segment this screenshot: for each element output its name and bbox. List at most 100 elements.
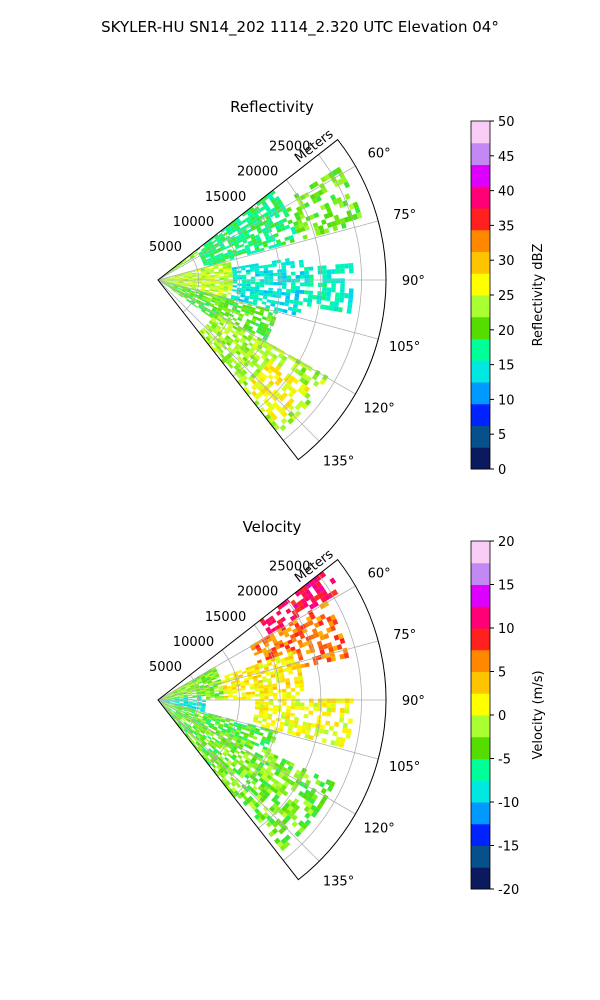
velocity-data-bin: [201, 700, 207, 703]
velocity-data-bin: [236, 669, 242, 674]
velocity-data-bin: [287, 811, 295, 818]
velocity-data-bin: [196, 676, 201, 680]
reflectivity-data-bin: [240, 292, 246, 296]
reflectivity-data-bin: [179, 282, 184, 284]
velocity-data-bin: [183, 704, 188, 707]
velocity-data-bin: [190, 686, 196, 690]
reflectivity-data-bin: [290, 226, 296, 232]
reflectivity-data-bin: [235, 309, 241, 314]
reflectivity-data-bin: [219, 255, 225, 260]
velocity-data-bin: [196, 691, 201, 694]
reflectivity-data-bin: [245, 307, 251, 312]
velocity-data-bin: [246, 784, 253, 791]
reflectivity-data-bin: [201, 278, 207, 280]
reflectivity-data-bin: [221, 340, 226, 346]
reflectivity-data-bin: [257, 391, 264, 398]
velocity-data-bin: [200, 720, 206, 724]
velocity-data-bin: [187, 717, 192, 722]
velocity-data-bin: [262, 771, 269, 778]
velocity-data-bin: [173, 690, 178, 694]
reflectivity-data-bin: [241, 369, 248, 375]
velocity-data-bin: [303, 595, 311, 602]
velocity-data-bin: [246, 764, 252, 770]
reflectivity-data-bin: [291, 282, 296, 287]
reflectivity-data-bin: [227, 265, 232, 269]
velocity-data-bin: [217, 726, 223, 730]
reflectivity-data-bin: [202, 297, 207, 301]
velocity-data-bin: [177, 706, 183, 709]
reflectivity-data-bin: [165, 278, 171, 280]
reflectivity-data-bin: [257, 365, 264, 372]
reflectivity-data-bin: [267, 209, 273, 215]
velocity-data-bin: [184, 712, 190, 716]
reflectivity-data-bin: [259, 198, 266, 204]
velocity-data-bin: [228, 788, 235, 795]
velocity-data-bin: [168, 692, 174, 695]
reflectivity-data-bin: [196, 282, 202, 285]
velocity-data-bin: [180, 686, 186, 689]
velocity-data-bin: [187, 702, 193, 705]
reflectivity-data-bin: [279, 424, 287, 432]
velocity-data-bin: [230, 762, 236, 768]
velocity-data-bin: [255, 693, 260, 697]
reflectivity-data-bin: [245, 246, 251, 251]
reflectivity-azimuth-line: [157, 165, 356, 281]
velocity-data-bin: [224, 763, 230, 769]
velocity-data-bin: [195, 742, 200, 747]
reflectivity-data-bin: [178, 274, 184, 276]
velocity-data-bin: [223, 781, 229, 788]
velocity-data-bin: [164, 703, 169, 706]
velocity-data-bin: [289, 658, 295, 664]
reflectivity-data-bin: [219, 272, 224, 275]
reflectivity-data-bin: [347, 303, 353, 309]
velocity-data-bin: [190, 740, 195, 745]
reflectivity-data-bin: [250, 306, 256, 311]
reflectivity-data-bin: [255, 248, 261, 253]
reflectivity-data-bin: [213, 289, 219, 293]
velocity-data-bin: [317, 620, 324, 627]
velocity-data-bin: [306, 722, 312, 728]
velocity-data-bin: [265, 656, 271, 661]
reflectivity-data-bin: [208, 263, 213, 266]
velocity-data-bin: [254, 685, 260, 689]
velocity-data-bin: [253, 802, 260, 809]
velocity-data-bin: [284, 722, 290, 727]
velocity-data-bin: [295, 691, 301, 696]
velocity-data-bin: [280, 837, 288, 845]
reflectivity-data-bin: [190, 255, 195, 260]
velocity-data-bin: [174, 701, 180, 703]
velocity-data-bin: [192, 679, 198, 683]
reflectivity-data-bin: [258, 371, 265, 377]
reflectivity-data-bin: [335, 268, 341, 274]
reflectivity-data-bin: [185, 290, 191, 293]
velocity-data-bin: [242, 794, 248, 801]
reflectivity-data-bin: [285, 261, 291, 266]
reflectivity-data-bin: [271, 414, 278, 421]
reflectivity-colorbar-segment: [471, 295, 490, 318]
velocity-data-bin: [199, 737, 205, 742]
reflectivity-data-bin: [315, 195, 322, 203]
reflectivity-data-bin: [272, 353, 278, 360]
reflectivity-data-bin: [292, 378, 300, 385]
reflectivity-data-bin: [211, 308, 217, 313]
reflectivity-data-bin: [161, 280, 166, 282]
reflectivity-data-bin: [348, 203, 355, 210]
reflectivity-data-bin: [225, 299, 231, 303]
velocity-data-bin: [184, 684, 190, 687]
reflectivity-data-bin: [291, 229, 297, 235]
velocity-data-bin: [296, 728, 302, 733]
reflectivity-data-bin: [209, 287, 215, 290]
reflectivity-data-bin: [239, 339, 245, 344]
velocity-data-bin: [177, 708, 182, 711]
velocity-data-bin: [279, 675, 285, 680]
velocity-data-bin: [296, 600, 303, 607]
velocity-data-bin: [196, 706, 201, 709]
velocity-data-bin: [242, 768, 249, 775]
velocity-data-bin: [214, 748, 219, 753]
reflectivity-data-bin: [241, 250, 247, 255]
reflectivity-data-bin: [213, 292, 218, 296]
velocity-data-bin: [196, 719, 201, 723]
velocity-data-bin: [273, 762, 280, 768]
reflectivity-panel: Reflectivity 500010000150002000025000Met…: [149, 98, 546, 478]
